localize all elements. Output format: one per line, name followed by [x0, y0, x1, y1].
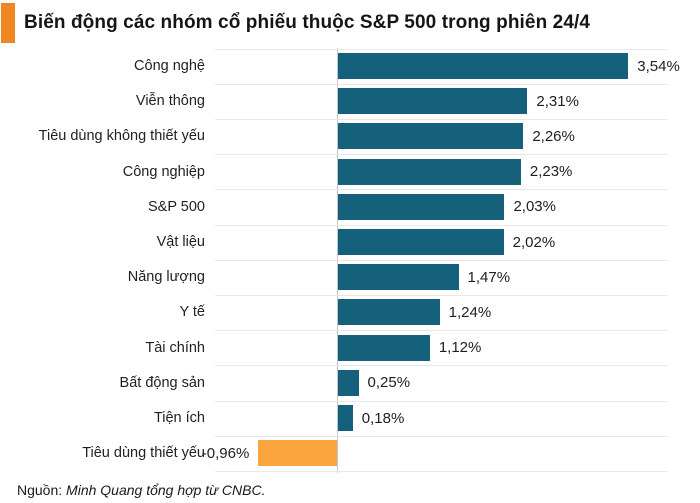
bar-chart: Công nghệ 3,54% Viễn thông 2,31% Tiêu dùng k…	[0, 48, 700, 473]
gridline	[215, 294, 667, 296]
source-note: Nguồn: Minh Quang tổng hợp từ CNBC.	[17, 482, 265, 498]
chart-header: Biến động các nhóm cổ phiếu thuộc S&P 50…	[0, 0, 700, 48]
category-label: Tiêu dùng thiết yếu	[82, 445, 205, 462]
category-label: Vật liệu	[156, 234, 205, 251]
bar	[338, 123, 524, 150]
chart-row: Công nghệ 3,54%	[0, 49, 700, 84]
value-label: 0,18%	[361, 409, 405, 427]
gridline	[215, 118, 667, 120]
bar	[338, 334, 430, 361]
gridline	[215, 154, 667, 156]
value-label: 3,54%	[637, 57, 680, 75]
category-label: S&P 500	[148, 198, 205, 215]
gridline	[215, 330, 667, 332]
chart-row: Tài chính 1,12%	[0, 330, 700, 365]
bar	[338, 369, 359, 396]
value-label: -0,96%	[201, 444, 250, 462]
bar	[338, 88, 528, 115]
category-label: Tài chính	[145, 339, 205, 356]
chart-row: Bất động sản 0,25%	[0, 365, 700, 400]
bar	[338, 53, 629, 80]
accent-square-icon	[1, 3, 15, 43]
chart-row: Tiêu dùng thiết yếu -0,96%	[0, 436, 700, 471]
category-label: Công nghệ	[134, 58, 205, 75]
gridline	[215, 365, 667, 367]
gridline	[215, 259, 667, 261]
category-label: Năng lượng	[127, 269, 205, 286]
gridline	[215, 400, 667, 402]
value-label: 2,31%	[536, 92, 579, 110]
chart-row: S&P 500 2,03%	[0, 189, 700, 224]
source-prefix: Nguồn:	[17, 482, 67, 498]
category-label: Tiêu dùng không thiết yếu	[38, 128, 205, 145]
gridline	[215, 83, 667, 85]
value-label: 2,03%	[513, 198, 556, 216]
chart-row: Công nghiệp 2,23%	[0, 154, 700, 189]
category-label: Y tế	[179, 304, 205, 321]
bar	[338, 299, 440, 326]
category-label: Bất động sản	[119, 374, 205, 391]
chart-row: Tiêu dùng không thiết yếu 2,26%	[0, 119, 700, 154]
bar	[338, 264, 459, 291]
bar	[258, 440, 337, 467]
chart-row: Năng lượng 1,47%	[0, 260, 700, 295]
value-label: 1,12%	[438, 339, 482, 357]
chart-row: Tiện ích 0,18%	[0, 401, 700, 436]
bar	[338, 229, 504, 256]
gridline	[215, 470, 667, 472]
chart-title: Biến động các nhóm cổ phiếu thuộc S&P 50…	[24, 12, 591, 33]
bar	[338, 193, 505, 220]
chart-row: Y tế 1,24%	[0, 295, 700, 330]
bar	[338, 405, 353, 432]
chart-row: Viễn thông 2,31%	[0, 84, 700, 119]
gridline	[215, 224, 667, 226]
category-label: Viễn thông	[135, 93, 205, 110]
chart-row: Vật liệu 2,02%	[0, 225, 700, 260]
gridline	[215, 435, 667, 437]
source-text: Minh Quang tổng hợp từ CNBC.	[66, 482, 266, 498]
gridline	[215, 189, 667, 191]
value-label: 0,25%	[367, 374, 411, 392]
value-label: 1,47%	[467, 268, 511, 286]
value-label: 2,02%	[512, 233, 556, 251]
gridline	[215, 48, 667, 50]
value-label: 1,24%	[448, 303, 492, 321]
bar	[338, 158, 521, 185]
value-label: 2,26%	[532, 127, 575, 145]
category-label: Tiện ích	[153, 410, 205, 427]
value-label: 2,23%	[529, 163, 573, 181]
category-label: Công nghiệp	[122, 163, 205, 180]
